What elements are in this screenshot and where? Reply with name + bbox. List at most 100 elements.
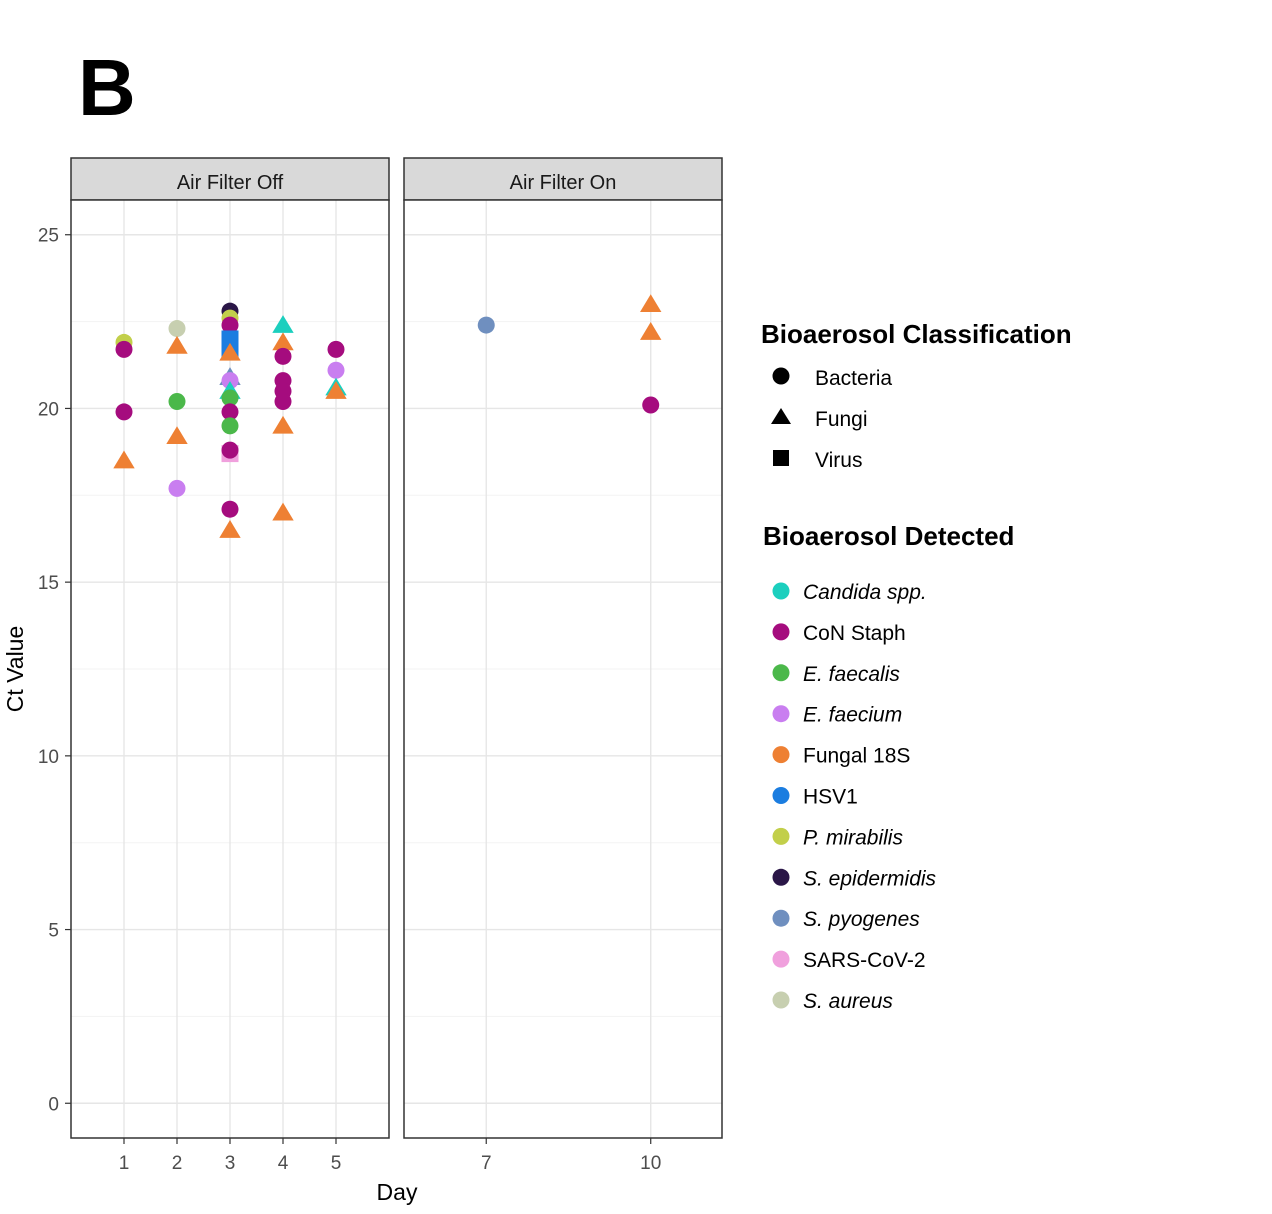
point-fungal-18s xyxy=(166,335,188,354)
point-e-faecium xyxy=(168,479,186,497)
point-e-faecalis xyxy=(221,389,239,407)
legend-label: E. faecium xyxy=(803,704,902,727)
legend-label: Bacteria xyxy=(815,367,892,390)
facet-strip-label: Air Filter Off xyxy=(177,172,284,194)
x-tick-label: 4 xyxy=(278,1153,289,1174)
facet-strip xyxy=(403,157,723,201)
y-tick-label: 20 xyxy=(38,399,59,420)
legend-item-fungi: Fungi xyxy=(771,408,868,431)
point-e-faecalis xyxy=(221,417,239,435)
x-tick-label: 1 xyxy=(119,1153,130,1174)
point-fungal-18s xyxy=(219,342,241,361)
legend-item-s-epidermidis: S. epidermidis xyxy=(772,867,937,890)
panel-border xyxy=(403,199,723,1139)
point-fungal-18s xyxy=(325,381,347,399)
legend-item-hsv1: HSV1 xyxy=(772,786,858,809)
x-tick-label: 5 xyxy=(331,1153,342,1174)
legend-key-circle xyxy=(772,991,790,1009)
point-fungal-18s xyxy=(166,426,188,445)
legend-classification: Bioaerosol Classification Bacteria Fungi Vi… xyxy=(761,319,1072,472)
y-tick-label: 10 xyxy=(38,747,59,768)
panel-letter: B xyxy=(78,43,136,132)
y-axis-title: Ct Value xyxy=(2,626,28,713)
point-con-staph xyxy=(221,403,239,421)
legend-item-fungal-18s: Fungal 18S xyxy=(772,745,910,768)
data-points xyxy=(477,294,662,414)
point-candida-spp xyxy=(272,315,294,333)
legend-label: SARS-CoV-2 xyxy=(803,949,926,972)
legend-item-bacteria: Bacteria xyxy=(772,367,892,390)
point-con-staph xyxy=(221,500,239,518)
legend-item-virus: Virus xyxy=(773,449,862,472)
legend-label: Virus xyxy=(815,449,862,472)
legend-item-s-pyogenes: S. pyogenes xyxy=(772,908,920,931)
facet-strip-label: Air Filter On xyxy=(510,172,617,194)
legend-label: P. mirabilis xyxy=(803,826,903,849)
legend-label: Fungal 18S xyxy=(803,745,910,768)
legend-key-circle xyxy=(772,868,790,886)
point-con-staph xyxy=(274,347,292,365)
legend-key-circle xyxy=(772,367,790,385)
legend-key-circle xyxy=(772,909,790,927)
point-con-staph xyxy=(115,403,133,421)
point-con-staph xyxy=(115,340,133,358)
legend-key-circle xyxy=(772,746,790,764)
point-fungal-18s xyxy=(219,520,241,538)
facet-air-filter-on: Air Filter On 7 10 xyxy=(403,157,723,1174)
point-e-faecium xyxy=(221,372,239,390)
legend-key-circle xyxy=(772,664,790,682)
legend-item-sars-cov-2: SARS-CoV-2 xyxy=(772,949,926,972)
point-fungal-18s xyxy=(640,294,662,313)
data-points xyxy=(113,302,347,538)
legend-item-s-aureus: S. aureus xyxy=(772,990,893,1013)
point-con-staph xyxy=(274,392,292,410)
point-s-aureus xyxy=(168,320,186,338)
legend-label: HSV1 xyxy=(803,786,858,809)
legend-label: E. faecalis xyxy=(803,663,900,686)
legend-key-circle xyxy=(772,623,790,641)
x-tick-label: 10 xyxy=(640,1153,661,1174)
x-tick-label: 3 xyxy=(225,1153,236,1174)
point-fungal-18s xyxy=(272,415,294,434)
point-fungal-18s xyxy=(272,332,294,351)
y-tick-label: 0 xyxy=(48,1094,59,1115)
panel-border xyxy=(70,199,390,1139)
x-axis-title: Day xyxy=(377,1179,418,1205)
x-tick-label: 2 xyxy=(172,1153,183,1174)
legend-key-triangle xyxy=(771,408,791,424)
legend-key-square xyxy=(773,450,789,466)
point-con-staph xyxy=(221,441,239,459)
point-fungal-18s xyxy=(640,322,662,340)
point-fungal-18s xyxy=(272,502,294,521)
y-tick-label: 15 xyxy=(38,573,59,594)
legend-item-e-faecalis: E. faecalis xyxy=(772,663,900,686)
legend-label: S. epidermidis xyxy=(803,867,937,890)
legend-title: Bioaerosol Classification xyxy=(761,319,1072,349)
point-fungal-18s xyxy=(113,450,135,469)
legend-label: S. pyogenes xyxy=(803,908,920,931)
point-s-pyogenes xyxy=(477,316,495,334)
legend-label: S. aureus xyxy=(803,990,893,1013)
legend-key-circle xyxy=(772,787,790,804)
legend-key-circle xyxy=(772,950,790,968)
legend-item-con-staph: CoN Staph xyxy=(772,622,906,645)
legend-label: CoN Staph xyxy=(803,622,906,645)
legend-key-circle xyxy=(772,582,790,600)
point-e-faecalis xyxy=(168,392,186,410)
facet-air-filter-off: Air Filter Off 1 2 3 4 5 xyxy=(70,157,390,1174)
point-e-faecium xyxy=(327,361,345,379)
legend-label: Fungi xyxy=(815,408,868,431)
point-con-staph xyxy=(642,396,660,414)
facet-panels: Air Filter Off 1 2 3 4 5 Air Filter On 7 10 xyxy=(70,157,723,1174)
point-con-staph xyxy=(221,316,239,334)
legend-label: Candida spp. xyxy=(803,581,927,604)
legend-key-circle xyxy=(772,705,790,723)
x-tick-label: 7 xyxy=(481,1153,492,1174)
grid-lines xyxy=(404,200,722,1138)
y-tick-label: 5 xyxy=(48,921,59,942)
facet-strip xyxy=(70,157,390,201)
legend-item-e-faecium: E. faecium xyxy=(772,704,902,727)
legend-key-circle xyxy=(772,827,790,845)
legend-item-p-mirabilis: P. mirabilis xyxy=(772,826,903,849)
